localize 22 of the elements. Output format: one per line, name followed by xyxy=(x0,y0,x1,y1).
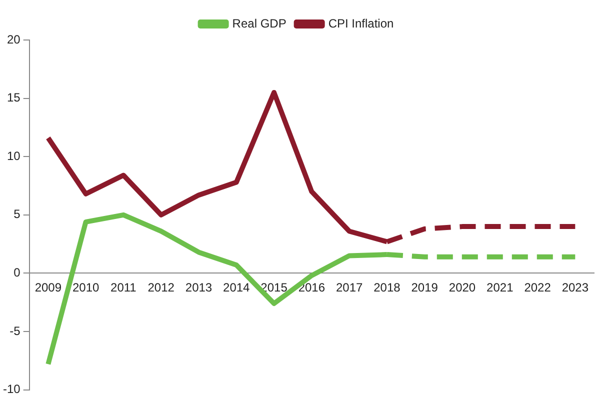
x-tick-label: 2013 xyxy=(185,280,212,295)
y-tick-label: 10 xyxy=(6,148,21,163)
x-tick-label: 2021 xyxy=(486,280,514,295)
x-tick-label: 2011 xyxy=(110,280,137,295)
y-tick-label: -10 xyxy=(3,382,21,396)
y-tick-label: 20 xyxy=(6,32,21,46)
y-tick-label: -5 xyxy=(10,324,21,338)
x-tick-label: 2010 xyxy=(72,280,100,295)
x-tick-label: 2014 xyxy=(223,280,250,295)
x-tick-label: 2019 xyxy=(411,280,438,295)
x-tick-label: 2012 xyxy=(148,280,175,295)
x-tick-label: 2020 xyxy=(448,280,476,295)
x-tick-label: 2022 xyxy=(524,280,552,295)
y-tick-label: 0 xyxy=(14,266,21,280)
legend-label: Real GDP xyxy=(232,16,286,30)
x-tick-label: 2009 xyxy=(34,280,62,295)
legend-label: CPI Inflation xyxy=(328,16,394,30)
x-tick-label: 2023 xyxy=(562,280,589,295)
y-tick-label: 5 xyxy=(14,207,21,222)
x-tick-label: 2017 xyxy=(336,280,363,295)
x-tick-label: 2018 xyxy=(374,280,401,295)
y-tick-label: 15 xyxy=(6,90,21,105)
